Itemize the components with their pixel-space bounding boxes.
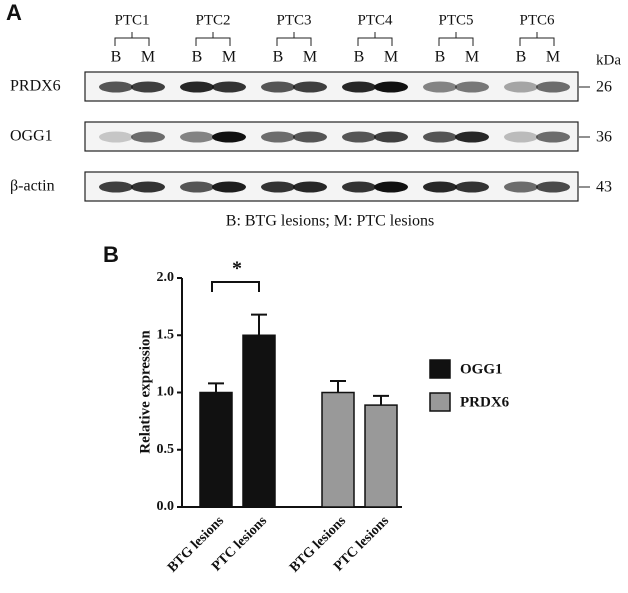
sample-label: PTC1 — [114, 12, 149, 28]
lane-label: B — [273, 49, 284, 66]
band — [423, 181, 457, 193]
band — [374, 181, 408, 193]
bracket — [357, 32, 393, 46]
lane-label: M — [303, 49, 317, 66]
kda-unit: kDa — [596, 52, 621, 68]
y-tick-label: 0.0 — [157, 499, 175, 514]
band — [131, 181, 165, 193]
band — [293, 131, 327, 143]
band — [180, 131, 214, 143]
band — [180, 81, 214, 93]
kda-label: 43 — [596, 179, 612, 196]
band — [261, 81, 295, 93]
band — [504, 81, 538, 93]
band — [423, 81, 457, 93]
blot-frame — [84, 171, 579, 202]
lane-label: B — [354, 49, 365, 66]
bracket — [519, 32, 555, 46]
y-tick-label: 1.0 — [157, 385, 175, 400]
band — [212, 181, 246, 193]
annotation: * — [232, 258, 242, 280]
sample-label: PTC5 — [438, 12, 473, 28]
caption: B: BTG lesions; M: PTC lesions — [226, 213, 434, 230]
band — [504, 181, 538, 193]
band — [261, 181, 295, 193]
panel-label: B — [103, 242, 119, 267]
blot-frame — [84, 71, 579, 102]
lane-label: B — [111, 49, 122, 66]
band — [131, 81, 165, 93]
band — [293, 181, 327, 193]
error-bar — [330, 380, 346, 393]
band — [536, 181, 570, 193]
bracket — [195, 32, 231, 46]
band — [504, 131, 538, 143]
band — [99, 181, 133, 193]
band — [342, 81, 376, 93]
band — [293, 81, 327, 93]
bracket — [438, 32, 474, 46]
band — [261, 131, 295, 143]
band — [99, 81, 133, 93]
sample-label: PTC3 — [276, 12, 311, 28]
bar — [199, 391, 233, 508]
y-tick-label: 1.5 — [157, 327, 175, 342]
lane-label: B — [516, 49, 527, 66]
lane-label: M — [546, 49, 560, 66]
y-axis-label: Relative expression — [137, 330, 153, 454]
bar — [364, 404, 398, 508]
band — [536, 131, 570, 143]
legend-swatch — [429, 359, 451, 379]
lane-label: B — [435, 49, 446, 66]
significance-bracket — [211, 281, 260, 292]
band — [212, 131, 246, 143]
band — [342, 181, 376, 193]
band — [455, 181, 489, 193]
band — [212, 81, 246, 93]
lane-label: B — [192, 49, 203, 66]
row-label: β-actin — [10, 178, 55, 195]
sample-label: PTC6 — [519, 12, 555, 28]
kda-label: 36 — [596, 129, 612, 146]
row-label: OGG1 — [10, 128, 53, 145]
sample-label: PTC4 — [357, 12, 393, 28]
band — [131, 131, 165, 143]
legend-label: OGG1 — [460, 361, 503, 377]
bracket — [114, 32, 150, 46]
legend-swatch — [429, 392, 451, 412]
band — [423, 131, 457, 143]
lane-label: M — [384, 49, 398, 66]
legend-label: PRDX6 — [460, 394, 510, 410]
blot-frame — [84, 121, 579, 152]
bar — [242, 334, 276, 508]
error-bar — [373, 394, 389, 406]
band — [536, 81, 570, 93]
band — [342, 131, 376, 143]
lane-label: M — [222, 49, 236, 66]
error-bar — [251, 313, 267, 336]
band — [455, 131, 489, 143]
band — [99, 131, 133, 143]
y-tick-label: 2.0 — [157, 270, 175, 285]
row-label: PRDX6 — [10, 78, 61, 95]
bar — [321, 391, 355, 508]
kda-label: 26 — [596, 79, 612, 96]
panel-label: A — [6, 0, 22, 25]
sample-label: PTC2 — [195, 12, 230, 28]
band — [374, 81, 408, 93]
lane-label: M — [141, 49, 155, 66]
band — [180, 181, 214, 193]
bracket — [276, 32, 312, 46]
band — [455, 81, 489, 93]
lane-label: M — [465, 49, 479, 66]
error-bar — [208, 382, 224, 393]
y-tick-label: 0.5 — [157, 442, 175, 457]
band — [374, 131, 408, 143]
